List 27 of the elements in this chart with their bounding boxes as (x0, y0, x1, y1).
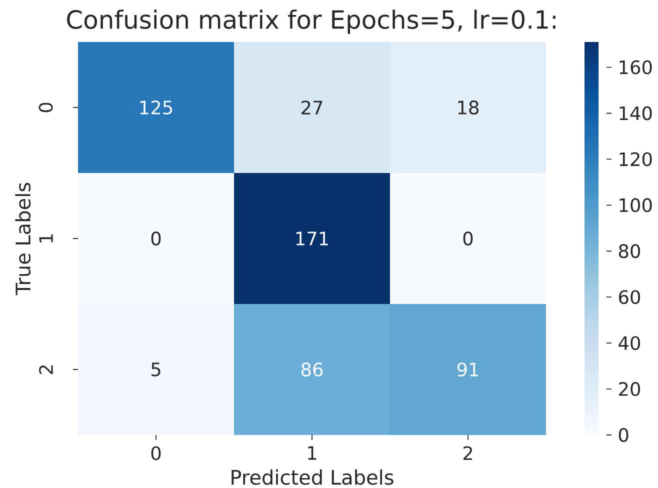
color-bar-label: 160 (620, 60, 652, 74)
x-tick-label: 1 (308, 446, 316, 460)
color-bar-label: 140 (620, 106, 652, 120)
color-bar-label: 60 (619, 290, 640, 304)
color-bar-label: 120 (620, 152, 652, 166)
y-tick-label: 0 (38, 102, 53, 112)
data-label: 18 (458, 100, 478, 114)
color-bar-label: 100 (620, 198, 652, 212)
x-axis-title: Predicted Labels (232, 469, 394, 485)
y-tick-label: 2 (39, 365, 53, 374)
y-tick-label: 1 (39, 234, 53, 242)
color-bar-label: 20 (619, 382, 640, 396)
color-bar-label: 0 (618, 428, 628, 442)
color-bar-label: 40 (618, 336, 640, 350)
data-label: 171 (296, 232, 328, 246)
chart-title: Confusion matrix for Epochs=5, lr=0.1: (67, 10, 556, 34)
x-tick-label: 0 (151, 446, 161, 460)
data-label: 0 (151, 232, 161, 246)
color-bar-label: 80 (618, 244, 640, 258)
y-axis-title: True Labels (15, 182, 31, 296)
data-label: 0 (463, 232, 473, 246)
data-label: 5 (152, 362, 160, 376)
data-label: 125 (140, 100, 172, 114)
data-label: 86 (301, 362, 323, 377)
data-label: 27 (302, 100, 322, 114)
data-label: 91 (457, 362, 478, 377)
x-tick-label: 2 (463, 446, 472, 460)
